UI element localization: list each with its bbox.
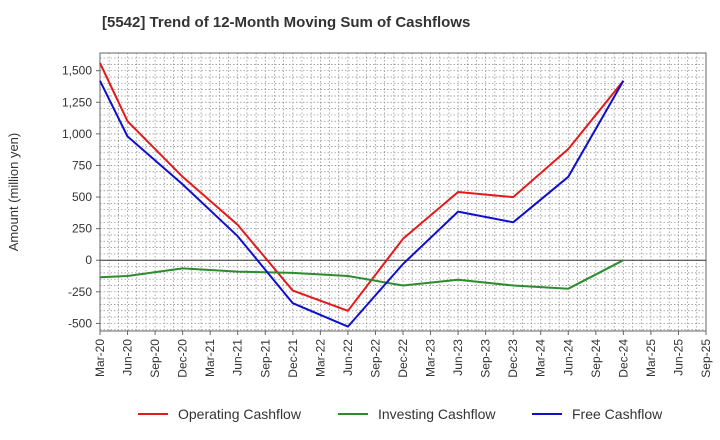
y-tick-label: 0 — [85, 253, 92, 267]
x-tick-label: Mar-20 — [93, 339, 107, 377]
series-line-operating-cashflow — [99, 62, 625, 312]
x-tick-label: Jun-20 — [121, 339, 135, 376]
legend-label-free-cashflow: Free Cashflow — [572, 406, 663, 422]
series-line-investing-cashflow — [99, 259, 624, 290]
y-tick-label: 500 — [72, 190, 92, 204]
x-tick-label: Dec-20 — [176, 339, 190, 378]
x-tick-label: Jun-23 — [451, 339, 465, 376]
x-tick-label: Dec-23 — [506, 339, 520, 378]
series — [99, 62, 625, 328]
x-axis: Mar-20 Jun-20 Sep-20 Dec-20 Mar-21 Jun-21 Sep-… — [93, 331, 713, 378]
x-tick-label: Sep-21 — [258, 339, 272, 378]
x-tick-label: Mar-21 — [203, 339, 217, 377]
legend: Operating Cashflow Investing Cashflow Free… — [138, 406, 663, 422]
series-line-free-cashflow — [99, 80, 625, 328]
x-tick-label: Sep-20 — [148, 339, 162, 378]
y-axis-label: Amount (million yen) — [6, 133, 21, 252]
x-tick-label: Sep-25 — [699, 339, 713, 378]
legend-label-investing-cashflow: Investing Cashflow — [378, 406, 496, 422]
x-tick-label: Sep-24 — [589, 339, 603, 378]
y-tick-label: 250 — [72, 222, 92, 236]
x-tick-label: Mar-22 — [313, 339, 327, 377]
x-tick-label: Dec-21 — [286, 339, 300, 378]
x-tick-label: Jun-22 — [341, 339, 355, 376]
x-tick-label: Jun-21 — [231, 339, 245, 376]
chart-title: [5542] Trend of 12-Month Moving Sum of C… — [102, 14, 471, 31]
x-tick-label: Mar-25 — [644, 339, 658, 377]
x-tick-label: Dec-24 — [616, 339, 630, 378]
y-tick-label: -250 — [68, 285, 92, 299]
y-axis: -500 -250 0 250 500 750 1,000 1,250 1,500 — [62, 64, 100, 330]
x-tick-label: Sep-22 — [368, 339, 382, 378]
x-tick-label: Jun-25 — [671, 339, 685, 376]
y-tick-label: 1,000 — [62, 127, 92, 141]
x-tick-label: Mar-24 — [534, 339, 548, 377]
y-tick-label: 1,500 — [62, 64, 92, 78]
x-tick-label: Mar-23 — [424, 339, 438, 377]
y-tick-label: 1,250 — [62, 95, 92, 109]
x-tick-label: Jun-24 — [561, 339, 575, 376]
x-tick-label: Sep-23 — [479, 339, 493, 378]
x-tick-label: Dec-22 — [396, 339, 410, 378]
legend-label-operating-cashflow: Operating Cashflow — [178, 406, 302, 422]
y-tick-label: -500 — [68, 316, 92, 330]
y-tick-label: 750 — [72, 158, 92, 172]
